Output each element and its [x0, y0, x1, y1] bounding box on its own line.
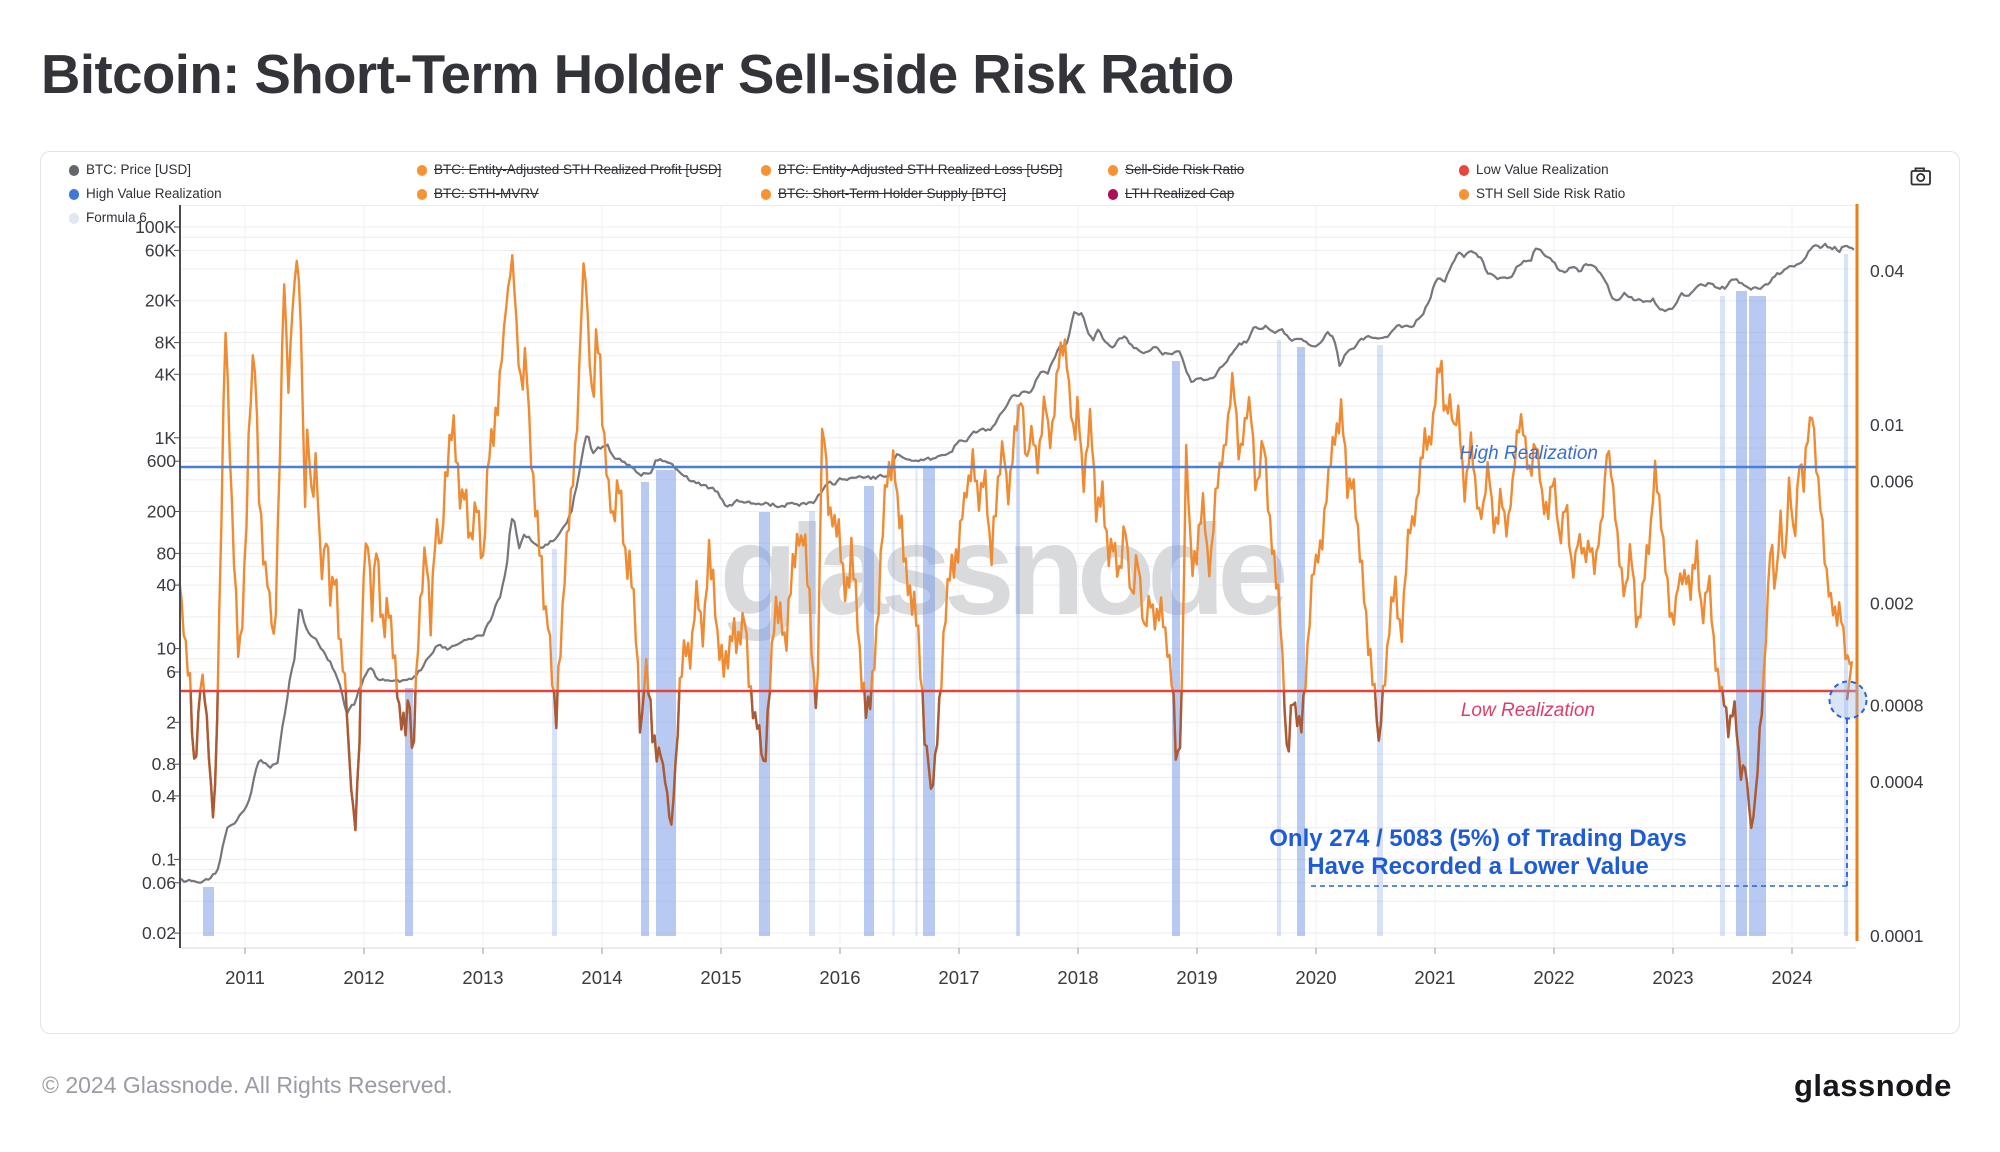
svg-text:2023: 2023: [1652, 967, 1693, 988]
svg-text:100K: 100K: [135, 217, 176, 237]
svg-text:2013: 2013: [462, 967, 503, 988]
svg-text:Have Recorded a Lower Value: Have Recorded a Lower Value: [1307, 853, 1648, 880]
svg-text:0.04: 0.04: [1870, 261, 1904, 281]
svg-text:Low Realization: Low Realization: [1461, 700, 1595, 721]
svg-text:2018: 2018: [1057, 967, 1098, 988]
svg-text:2022: 2022: [1533, 967, 1574, 988]
svg-text:0.0008: 0.0008: [1870, 695, 1924, 715]
svg-text:2016: 2016: [819, 967, 860, 988]
svg-text:8K: 8K: [155, 333, 177, 353]
svg-text:2017: 2017: [938, 967, 979, 988]
svg-text:4K: 4K: [155, 364, 177, 384]
svg-text:6: 6: [166, 662, 176, 682]
svg-text:2014: 2014: [581, 967, 622, 988]
svg-text:40: 40: [157, 575, 177, 595]
svg-text:0.4: 0.4: [152, 786, 177, 806]
svg-text:2: 2: [166, 712, 176, 732]
svg-text:0.002: 0.002: [1870, 594, 1914, 614]
svg-text:2024: 2024: [1771, 967, 1812, 988]
svg-text:0.1: 0.1: [152, 849, 176, 869]
svg-text:0.8: 0.8: [152, 754, 176, 774]
svg-text:0.006: 0.006: [1870, 472, 1914, 492]
svg-text:Only 274 / 5083 (5%) of Tradin: Only 274 / 5083 (5%) of Trading Days: [1269, 825, 1687, 852]
svg-text:0.06: 0.06: [142, 873, 176, 893]
svg-text:0.01: 0.01: [1870, 415, 1904, 435]
svg-text:2019: 2019: [1176, 967, 1217, 988]
svg-text:High Realization: High Realization: [1460, 443, 1598, 464]
svg-text:0.0001: 0.0001: [1870, 926, 1924, 946]
svg-text:200: 200: [147, 502, 176, 522]
svg-text:80: 80: [157, 543, 177, 563]
svg-text:2015: 2015: [700, 967, 741, 988]
svg-text:600: 600: [147, 451, 176, 471]
svg-text:10: 10: [157, 639, 177, 659]
svg-text:1K: 1K: [155, 428, 177, 448]
svg-text:2011: 2011: [225, 967, 265, 988]
svg-text:20K: 20K: [145, 291, 176, 311]
svg-text:0.02: 0.02: [142, 923, 176, 943]
svg-text:0.0004: 0.0004: [1870, 772, 1924, 792]
svg-text:60K: 60K: [145, 240, 176, 260]
svg-text:2020: 2020: [1295, 967, 1336, 988]
svg-text:glassnode: glassnode: [719, 499, 1284, 642]
svg-text:2012: 2012: [343, 967, 384, 988]
svg-text:2021: 2021: [1414, 967, 1455, 988]
